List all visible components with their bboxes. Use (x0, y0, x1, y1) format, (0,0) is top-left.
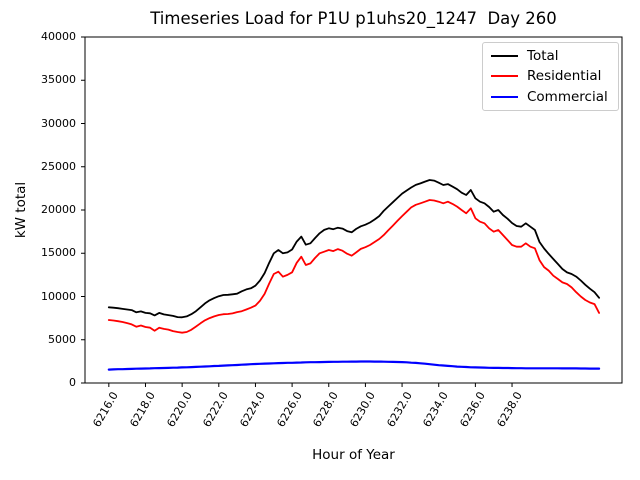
y-tick-label: 0 (69, 376, 76, 389)
y-tick-label: 15000 (41, 246, 76, 260)
series-line-total (107, 179, 600, 319)
tick-marks (81, 36, 513, 387)
legend-label-total: Total (527, 48, 559, 65)
legend-item-total: Total (491, 48, 610, 64)
y-tick-label: 20000 (41, 203, 76, 216)
legend-line-sample-residential (491, 75, 518, 78)
y-tick-label: 10000 (41, 289, 76, 303)
y-tick-label: 30000 (41, 116, 76, 130)
legend-item-commercial: Commercial (491, 89, 610, 105)
legend-item-residential: Residential (491, 68, 610, 84)
x-axis-label: Hour of Year (312, 447, 395, 463)
legend-label-commercial: Commercial (527, 88, 608, 105)
data-lines (107, 179, 601, 371)
series-line-commercial (107, 360, 601, 371)
y-tick-label: 5000 (48, 332, 76, 346)
y-tick-label: 40000 (41, 30, 76, 43)
legend: Total Residential Commercial (482, 42, 619, 111)
y-tick-label: 35000 (41, 73, 76, 87)
series-line-residential (107, 199, 600, 334)
y-tick-label: 25000 (41, 159, 76, 173)
legend-line-sample-commercial (491, 95, 518, 98)
chart-title: Timeseries Load for P1U p1uhs20_1247 Day… (150, 9, 557, 28)
legend-label-residential: Residential (527, 68, 602, 85)
legend-line-sample-total (491, 55, 518, 58)
